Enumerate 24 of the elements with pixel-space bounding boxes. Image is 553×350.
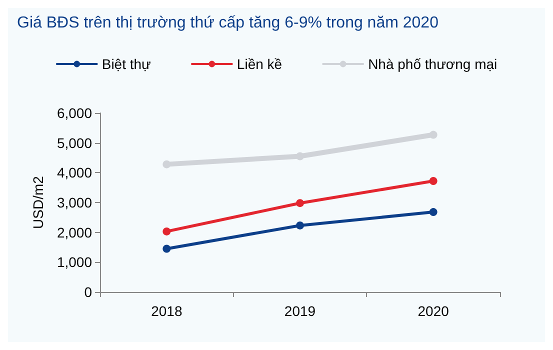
point [296, 152, 304, 160]
point [162, 244, 171, 253]
y-tick-label: 3,000 [56, 194, 92, 210]
y-tick-label: 4,000 [56, 164, 92, 181]
point [429, 208, 438, 216]
y-tick-label: 0 [84, 284, 92, 300]
y-tick-label: 6,000 [56, 105, 92, 121]
legend-label: Liền kề [236, 56, 282, 72]
point [296, 221, 304, 230]
x-tick-label: 2020 [418, 303, 450, 319]
chart-title: Giá BĐS trên thị trường thứ cấp tăng 6-9% trong năm 2020 [17, 14, 439, 32]
y-tick-label: 2,000 [56, 224, 92, 240]
point [429, 130, 438, 139]
x-tick-label: 2019 [284, 303, 316, 319]
y-tick-label: 5,000 [56, 134, 92, 151]
legend-label: Nhà phố thương mại [368, 56, 498, 72]
x-tick-label: 2018 [151, 303, 182, 319]
point [429, 177, 438, 186]
legend-label: Biệt thự [102, 56, 151, 72]
y-tick-label: 1,000 [56, 254, 92, 270]
point [162, 160, 171, 168]
y-axis-title: USD/m2 [30, 176, 46, 229]
point [296, 199, 304, 208]
point [162, 227, 171, 236]
